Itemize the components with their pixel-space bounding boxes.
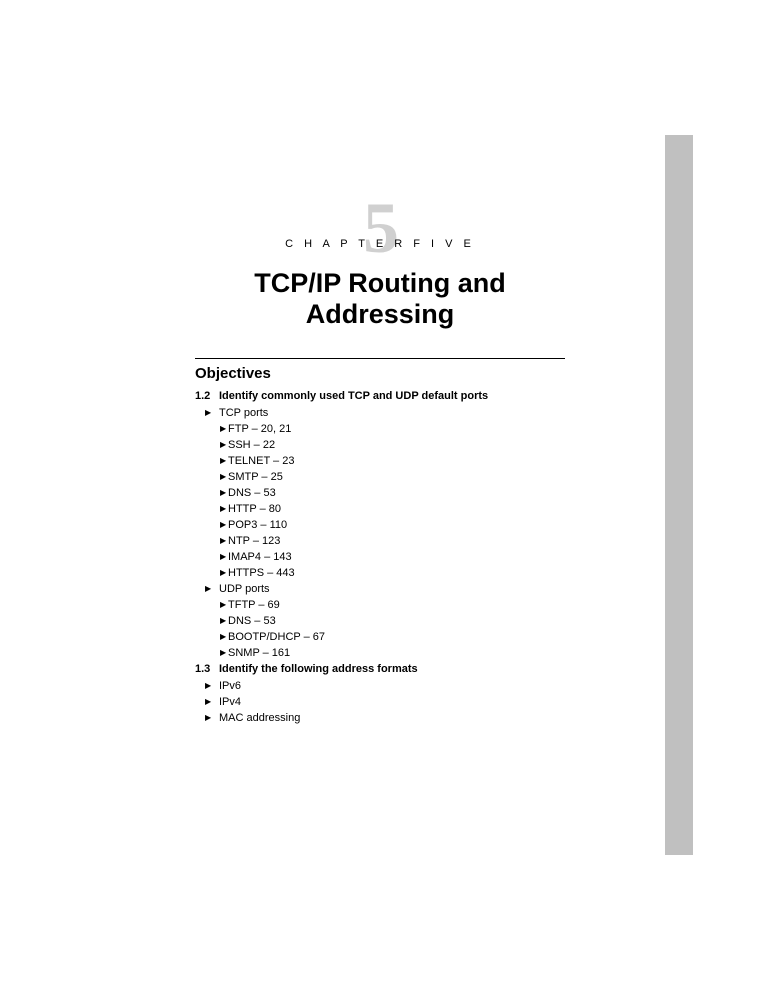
objective-text: Identify commonly used TCP and UDP defau…: [219, 390, 488, 402]
bullet-icon: ▶: [205, 713, 219, 722]
list-item-label: IPv4: [219, 696, 241, 708]
bullet-icon: ▶: [220, 440, 228, 449]
list-subitem-label: IMAP4 – 143: [228, 551, 292, 563]
list-subitem: ▶SSH – 22: [220, 439, 565, 451]
list-item: ▶TCP ports: [205, 407, 565, 419]
list-item: ▶MAC addressing: [205, 712, 565, 724]
objective-title: 1.3Identify the following address format…: [195, 663, 565, 675]
list-item: ▶UDP ports: [205, 583, 565, 595]
list-subitem: ▶BOOTP/DHCP – 67: [220, 631, 565, 643]
list-subitem: ▶DNS – 53: [220, 487, 565, 499]
bullet-icon: ▶: [220, 632, 228, 641]
chapter-header: 5 C H A P T E R F I V E: [195, 200, 565, 270]
list-subitem: ▶IMAP4 – 143: [220, 551, 565, 563]
list-subitem-label: HTTPS – 443: [228, 567, 295, 579]
bullet-icon: ▶: [205, 697, 219, 706]
list-subitem-label: DNS – 53: [228, 615, 276, 627]
list-subitem-label: HTTP – 80: [228, 503, 281, 515]
objective-number: 1.3: [195, 663, 219, 675]
bullet-icon: ▶: [220, 504, 228, 513]
objective-text: Identify the following address formats: [219, 663, 418, 675]
bullet-icon: ▶: [220, 424, 228, 433]
list-item-label: TCP ports: [219, 407, 268, 419]
divider: [195, 358, 565, 359]
list-item-label: UDP ports: [219, 583, 270, 595]
page-content: 5 C H A P T E R F I V E TCP/IP Routing a…: [195, 200, 565, 728]
bullet-icon: ▶: [220, 648, 228, 657]
list-subitem: ▶SNMP – 161: [220, 647, 565, 659]
bullet-icon: ▶: [220, 536, 228, 545]
list-subitem: ▶HTTP – 80: [220, 503, 565, 515]
list-subitem: ▶DNS – 53: [220, 615, 565, 627]
chapter-title: TCP/IP Routing and Addressing: [195, 268, 565, 330]
list-subitem: ▶TELNET – 23: [220, 455, 565, 467]
list-subitem-label: BOOTP/DHCP – 67: [228, 631, 325, 643]
list-item-label: IPv6: [219, 680, 241, 692]
list-subitem: ▶TFTP – 69: [220, 599, 565, 611]
title-line-2: Addressing: [306, 299, 455, 329]
list-subitem-label: TELNET – 23: [228, 455, 294, 467]
bullet-icon: ▶: [205, 408, 219, 417]
objective-title: 1.2Identify commonly used TCP and UDP de…: [195, 390, 565, 402]
list-subitem-label: DNS – 53: [228, 487, 276, 499]
bullet-icon: ▶: [220, 552, 228, 561]
bullet-icon: ▶: [220, 456, 228, 465]
bullet-icon: ▶: [220, 600, 228, 609]
bullet-icon: ▶: [220, 488, 228, 497]
objectives-heading: Objectives: [195, 365, 565, 382]
side-thumb-bar: [665, 135, 693, 855]
list-subitem: ▶NTP – 123: [220, 535, 565, 547]
list-subitem-label: POP3 – 110: [228, 519, 287, 531]
objective-number: 1.2: [195, 390, 219, 402]
bullet-icon: ▶: [220, 520, 228, 529]
bullet-icon: ▶: [205, 681, 219, 690]
list-subitem-label: SMTP – 25: [228, 471, 283, 483]
list-subitem-label: SNMP – 161: [228, 647, 290, 659]
list-subitem-label: FTP – 20, 21: [228, 423, 291, 435]
bullet-icon: ▶: [205, 584, 219, 593]
bullet-icon: ▶: [220, 568, 228, 577]
bullet-icon: ▶: [220, 616, 228, 625]
list-item: ▶IPv6: [205, 680, 565, 692]
list-subitem-label: SSH – 22: [228, 439, 275, 451]
list-subitem-label: TFTP – 69: [228, 599, 280, 611]
chapter-label: C H A P T E R F I V E: [195, 238, 565, 250]
bullet-icon: ▶: [220, 472, 228, 481]
list-item: ▶IPv4: [205, 696, 565, 708]
objectives-body: 1.2Identify commonly used TCP and UDP de…: [195, 390, 565, 724]
list-item-label: MAC addressing: [219, 712, 300, 724]
list-subitem: ▶POP3 – 110: [220, 519, 565, 531]
title-line-1: TCP/IP Routing and: [254, 268, 506, 298]
list-subitem-label: NTP – 123: [228, 535, 280, 547]
list-subitem: ▶HTTPS – 443: [220, 567, 565, 579]
list-subitem: ▶SMTP – 25: [220, 471, 565, 483]
list-subitem: ▶FTP – 20, 21: [220, 423, 565, 435]
